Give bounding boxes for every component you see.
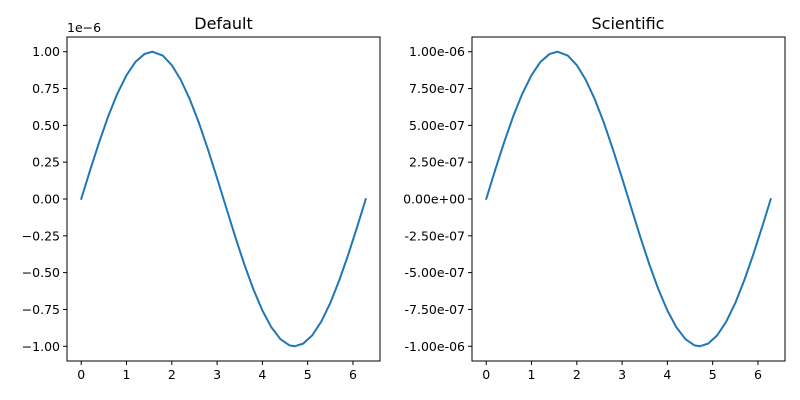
subplot-title-scientific: Scientific: [592, 14, 665, 33]
x-tick-label-default: 6: [349, 367, 357, 382]
y-tick-label-default: 0.00: [32, 192, 60, 207]
y-offset-label-default: 1e−6: [67, 20, 101, 35]
y-tick-label-default: −1.00: [22, 339, 60, 354]
x-tick-label-default: 5: [304, 367, 312, 382]
y-tick-label-default: −0.25: [22, 228, 60, 243]
y-tick-label-scientific: -1.00e-06: [405, 339, 465, 354]
y-tick-label-scientific: 1.00e-06: [409, 44, 465, 59]
y-tick-label-default: −0.50: [22, 265, 60, 280]
x-tick-label-default: 4: [258, 367, 266, 382]
y-tick-label-scientific: -2.50e-07: [405, 228, 465, 243]
x-tick-label-scientific: 4: [663, 367, 671, 382]
y-tick-label-scientific: 2.50e-07: [409, 155, 465, 170]
series-line-scientific-0: [485, 50, 772, 348]
x-tick-label-default: 0: [77, 367, 85, 382]
x-tick-label-default: 1: [123, 367, 131, 382]
x-tick-label-scientific: 3: [618, 367, 626, 382]
x-tick-label-default: 3: [213, 367, 221, 382]
y-tick-label-default: 0.75: [32, 81, 60, 96]
series-line-default-0: [80, 50, 367, 348]
y-tick-label-scientific: 0.00e+00: [403, 192, 465, 207]
x-tick-label-default: 2: [168, 367, 176, 382]
x-tick-label-scientific: 0: [482, 367, 490, 382]
y-tick-label-default: 0.50: [32, 118, 60, 133]
x-tick-label-scientific: 1: [528, 367, 536, 382]
y-tick-label-default: −0.75: [22, 302, 60, 317]
y-tick-label-scientific: -7.50e-07: [405, 302, 465, 317]
y-tick-label-scientific: 7.50e-07: [409, 81, 465, 96]
subplot-default: Default 1e−6 0 1 2 3 4 5 6 1.00 0.75 0.50 0.25 0.00…: [22, 14, 381, 382]
x-tick-label-scientific: 6: [754, 367, 762, 382]
subplot-title-default: Default: [194, 14, 252, 33]
x-tick-label-scientific: 2: [573, 367, 581, 382]
y-tick-label-scientific: -5.00e-07: [405, 265, 465, 280]
x-tick-label-scientific: 5: [709, 367, 717, 382]
subplot-scientific: Scientific 0 1 2 3 4 5 6 1.00e-06 7.50e-07 5.00e-…: [403, 14, 786, 382]
y-tick-label-default: 0.25: [32, 155, 60, 170]
y-tick-label-scientific: 5.00e-07: [409, 118, 465, 133]
y-tick-label-default: 1.00: [32, 44, 60, 59]
